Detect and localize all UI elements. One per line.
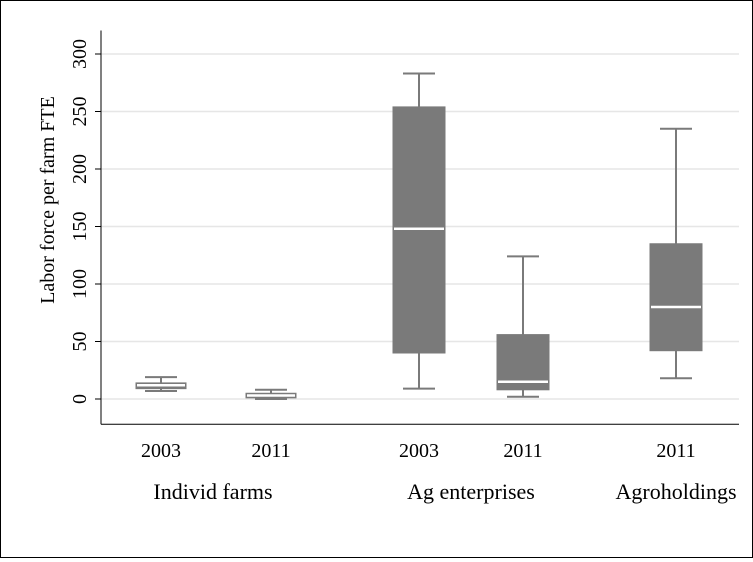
group-label-0: Individ farms [153,479,272,504]
y-tick-label-300: 300 [69,39,91,69]
y-tick-label-200: 200 [69,154,91,184]
y-tick-label-0: 0 [69,394,91,404]
axes [95,30,739,425]
y-tick-label-150: 150 [69,212,91,242]
group-label-2: Agroholdings [616,479,737,504]
y-tick-label-50: 50 [69,332,91,352]
group-1-box-0-x-tick-label: 2003 [399,440,439,462]
group-0-box-0-x-tick-label: 2003 [141,440,181,462]
labels: 0 50 100 150 200 250 300 2003 2011 Individ farms 2… [69,39,737,504]
y-tick-label-100: 100 [69,269,91,299]
group-2-box-0-x-tick-label: 2011 [656,440,695,462]
group-label-1: Ag enterprises [407,479,535,504]
y-axis-title: Labor force per farm FTE [37,96,59,304]
boxes [135,72,703,400]
group-2-box-0-iqr-box [649,243,703,352]
group-0-box-1-x-tick-label: 2011 [251,440,290,462]
y-tick-label-250: 250 [69,97,91,127]
group-1-box-1-x-tick-label: 2011 [503,440,542,462]
